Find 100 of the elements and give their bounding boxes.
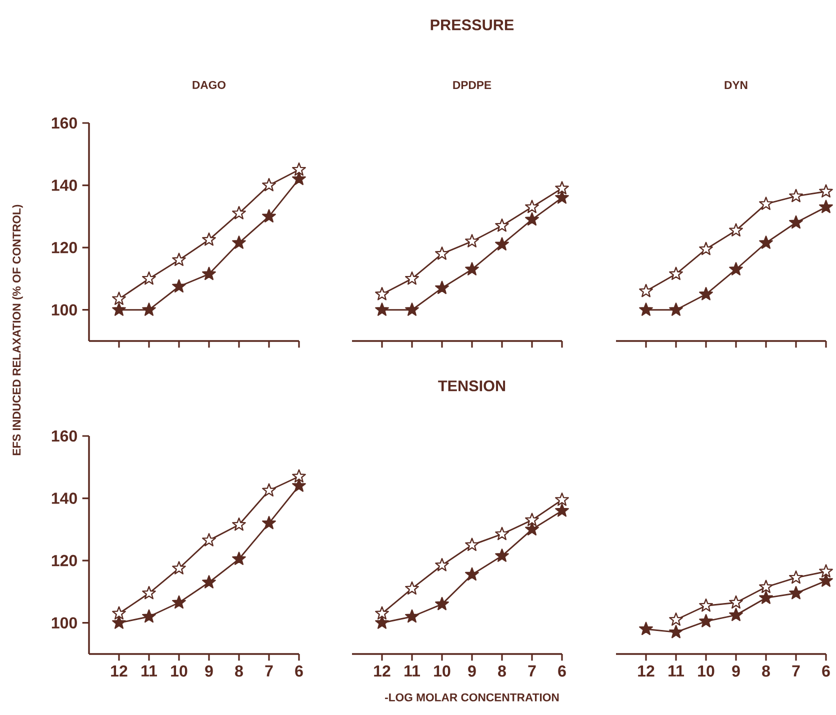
point xyxy=(405,271,419,285)
y-tick-label: 100 xyxy=(52,304,77,316)
point xyxy=(729,262,743,276)
point xyxy=(525,200,539,214)
point xyxy=(292,469,306,482)
point xyxy=(112,616,126,629)
point xyxy=(112,606,126,620)
x-axis-title: -LOG MOLAR CONCENTRATION xyxy=(385,693,559,702)
point xyxy=(669,624,683,638)
point xyxy=(292,172,306,186)
point xyxy=(172,279,186,292)
point xyxy=(202,232,216,246)
point xyxy=(759,196,773,210)
point xyxy=(465,262,479,276)
point xyxy=(292,478,306,492)
point xyxy=(789,570,803,584)
y-axis-title: EFS INDUCED RELAXATION (% OF CONTROL) xyxy=(12,204,23,456)
point xyxy=(375,616,389,629)
point xyxy=(375,302,389,316)
point xyxy=(525,212,539,226)
y-tick-label: 160 xyxy=(52,430,77,442)
point xyxy=(759,580,773,594)
point xyxy=(819,200,833,214)
y-tick-label: 120 xyxy=(52,554,77,566)
x-tick-label: 7 xyxy=(265,665,273,676)
text: TENSION xyxy=(438,380,506,392)
x-tick-label: 11 xyxy=(142,665,158,676)
point xyxy=(142,271,156,285)
x-tick-label: 11 xyxy=(404,665,420,676)
point xyxy=(142,586,156,600)
y-tick-label: 140 xyxy=(52,492,77,504)
point xyxy=(669,612,683,626)
point xyxy=(699,598,713,612)
x-tick-label: 12 xyxy=(638,665,654,677)
point xyxy=(375,287,389,300)
point xyxy=(112,302,126,316)
point xyxy=(759,236,773,249)
point xyxy=(495,548,509,562)
point xyxy=(262,516,276,530)
x-tick-label: 10 xyxy=(698,665,714,677)
point xyxy=(819,574,833,587)
point xyxy=(639,622,653,636)
y-tick-label: 140 xyxy=(52,180,77,191)
point xyxy=(555,181,569,194)
point xyxy=(525,522,539,536)
point xyxy=(202,533,216,546)
x-tick-label: 8 xyxy=(235,665,243,677)
point xyxy=(465,567,479,581)
point xyxy=(699,614,713,628)
point xyxy=(435,246,449,260)
x-tick-label: 9 xyxy=(468,665,476,677)
point xyxy=(495,237,509,250)
point xyxy=(292,162,306,176)
x-tick-label: 7 xyxy=(792,665,800,676)
point xyxy=(555,503,569,517)
x-tick-label: 8 xyxy=(498,665,506,677)
point xyxy=(375,606,389,620)
point xyxy=(435,596,449,610)
point xyxy=(669,266,683,280)
point xyxy=(435,558,449,572)
point xyxy=(495,526,509,540)
point xyxy=(789,215,803,229)
point xyxy=(495,218,509,232)
point xyxy=(465,234,479,248)
x-tick-label: 6 xyxy=(822,665,830,677)
x-tick-label: 9 xyxy=(205,665,213,677)
point xyxy=(202,266,216,280)
x-tick-label: 12 xyxy=(111,665,128,677)
point xyxy=(789,188,803,202)
point xyxy=(525,512,539,526)
point xyxy=(819,184,833,198)
x-tick-label: 12 xyxy=(374,665,390,677)
chart-title: DAGO xyxy=(192,80,226,89)
point xyxy=(142,609,156,623)
point xyxy=(819,564,833,578)
point xyxy=(789,586,803,600)
x-tick-label: 6 xyxy=(558,665,566,677)
point xyxy=(172,561,186,574)
point xyxy=(262,483,276,496)
point xyxy=(699,287,713,300)
x-tick-label: 10 xyxy=(434,665,450,677)
x-tick-label: 11 xyxy=(668,665,684,676)
point xyxy=(172,595,186,609)
point xyxy=(729,595,743,609)
point xyxy=(639,284,653,298)
x-tick-label: 7 xyxy=(528,665,536,676)
point xyxy=(202,575,216,588)
point xyxy=(262,209,276,222)
text: PRESSURE xyxy=(430,19,514,30)
y-tick-label: 100 xyxy=(52,617,77,629)
x-tick-label: 6 xyxy=(295,665,303,677)
point xyxy=(729,608,743,622)
point xyxy=(729,223,743,236)
x-tick-label: 10 xyxy=(171,665,188,677)
point xyxy=(112,292,126,305)
point xyxy=(172,252,186,266)
point xyxy=(262,178,276,192)
point xyxy=(142,302,156,316)
point xyxy=(669,302,683,316)
y-tick-label: 160 xyxy=(52,117,77,129)
